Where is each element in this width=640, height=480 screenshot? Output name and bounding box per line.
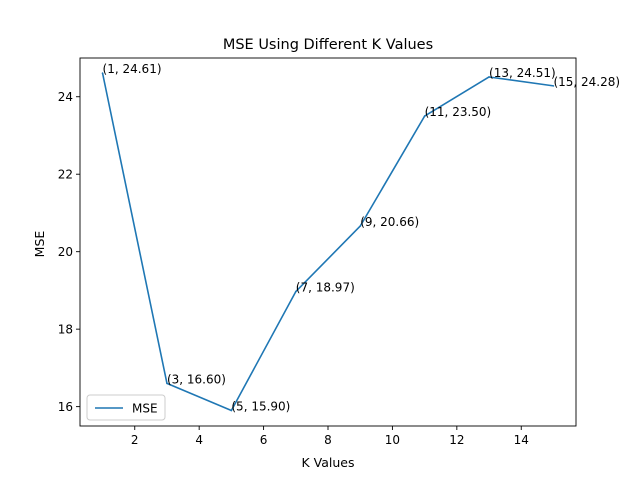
y-tick-label: 16 bbox=[58, 400, 73, 414]
point-label: (13, 24.51) bbox=[489, 66, 556, 80]
legend-label-mse: MSE bbox=[132, 402, 158, 416]
data-point bbox=[488, 76, 490, 78]
x-tick-label: 14 bbox=[514, 433, 529, 447]
x-tick-label: 10 bbox=[385, 433, 400, 447]
data-point bbox=[294, 290, 297, 293]
x-tick-label: 8 bbox=[324, 433, 332, 447]
data-point bbox=[552, 85, 555, 87]
axes-frame bbox=[79, 57, 577, 427]
y-tick-label: 24 bbox=[58, 90, 73, 104]
y-tick-label: 18 bbox=[58, 323, 73, 337]
y-axis-label: MSE bbox=[32, 231, 47, 258]
chart-title: MSE Using Different K Values bbox=[223, 37, 433, 53]
y-tick-label: 22 bbox=[58, 168, 73, 182]
data-point bbox=[101, 72, 104, 74]
x-tick-label: 12 bbox=[449, 433, 464, 447]
x-tick-label: 2 bbox=[131, 433, 139, 447]
point-label: (1, 24.61) bbox=[103, 62, 162, 76]
point-label: (5, 15.90) bbox=[231, 400, 290, 414]
data-point bbox=[423, 115, 426, 117]
x-tick-label: 6 bbox=[260, 433, 268, 447]
point-label: (9, 20.66) bbox=[360, 215, 419, 229]
y-tick-label: 20 bbox=[58, 245, 73, 259]
point-label: (7, 18.97) bbox=[296, 281, 355, 295]
x-tick-label: 4 bbox=[195, 433, 203, 447]
point-label: (3, 16.60) bbox=[167, 372, 226, 386]
x-axis-label: K Values bbox=[301, 455, 354, 470]
data-point bbox=[166, 382, 168, 385]
data-point bbox=[359, 225, 362, 227]
point-label: (15, 24.28) bbox=[553, 75, 620, 89]
data-point bbox=[230, 409, 233, 412]
series-line-mse bbox=[101, 72, 554, 412]
legend: MSE bbox=[86, 394, 166, 421]
point-label: (11, 23.50) bbox=[425, 105, 492, 119]
legend-box bbox=[86, 394, 166, 421]
